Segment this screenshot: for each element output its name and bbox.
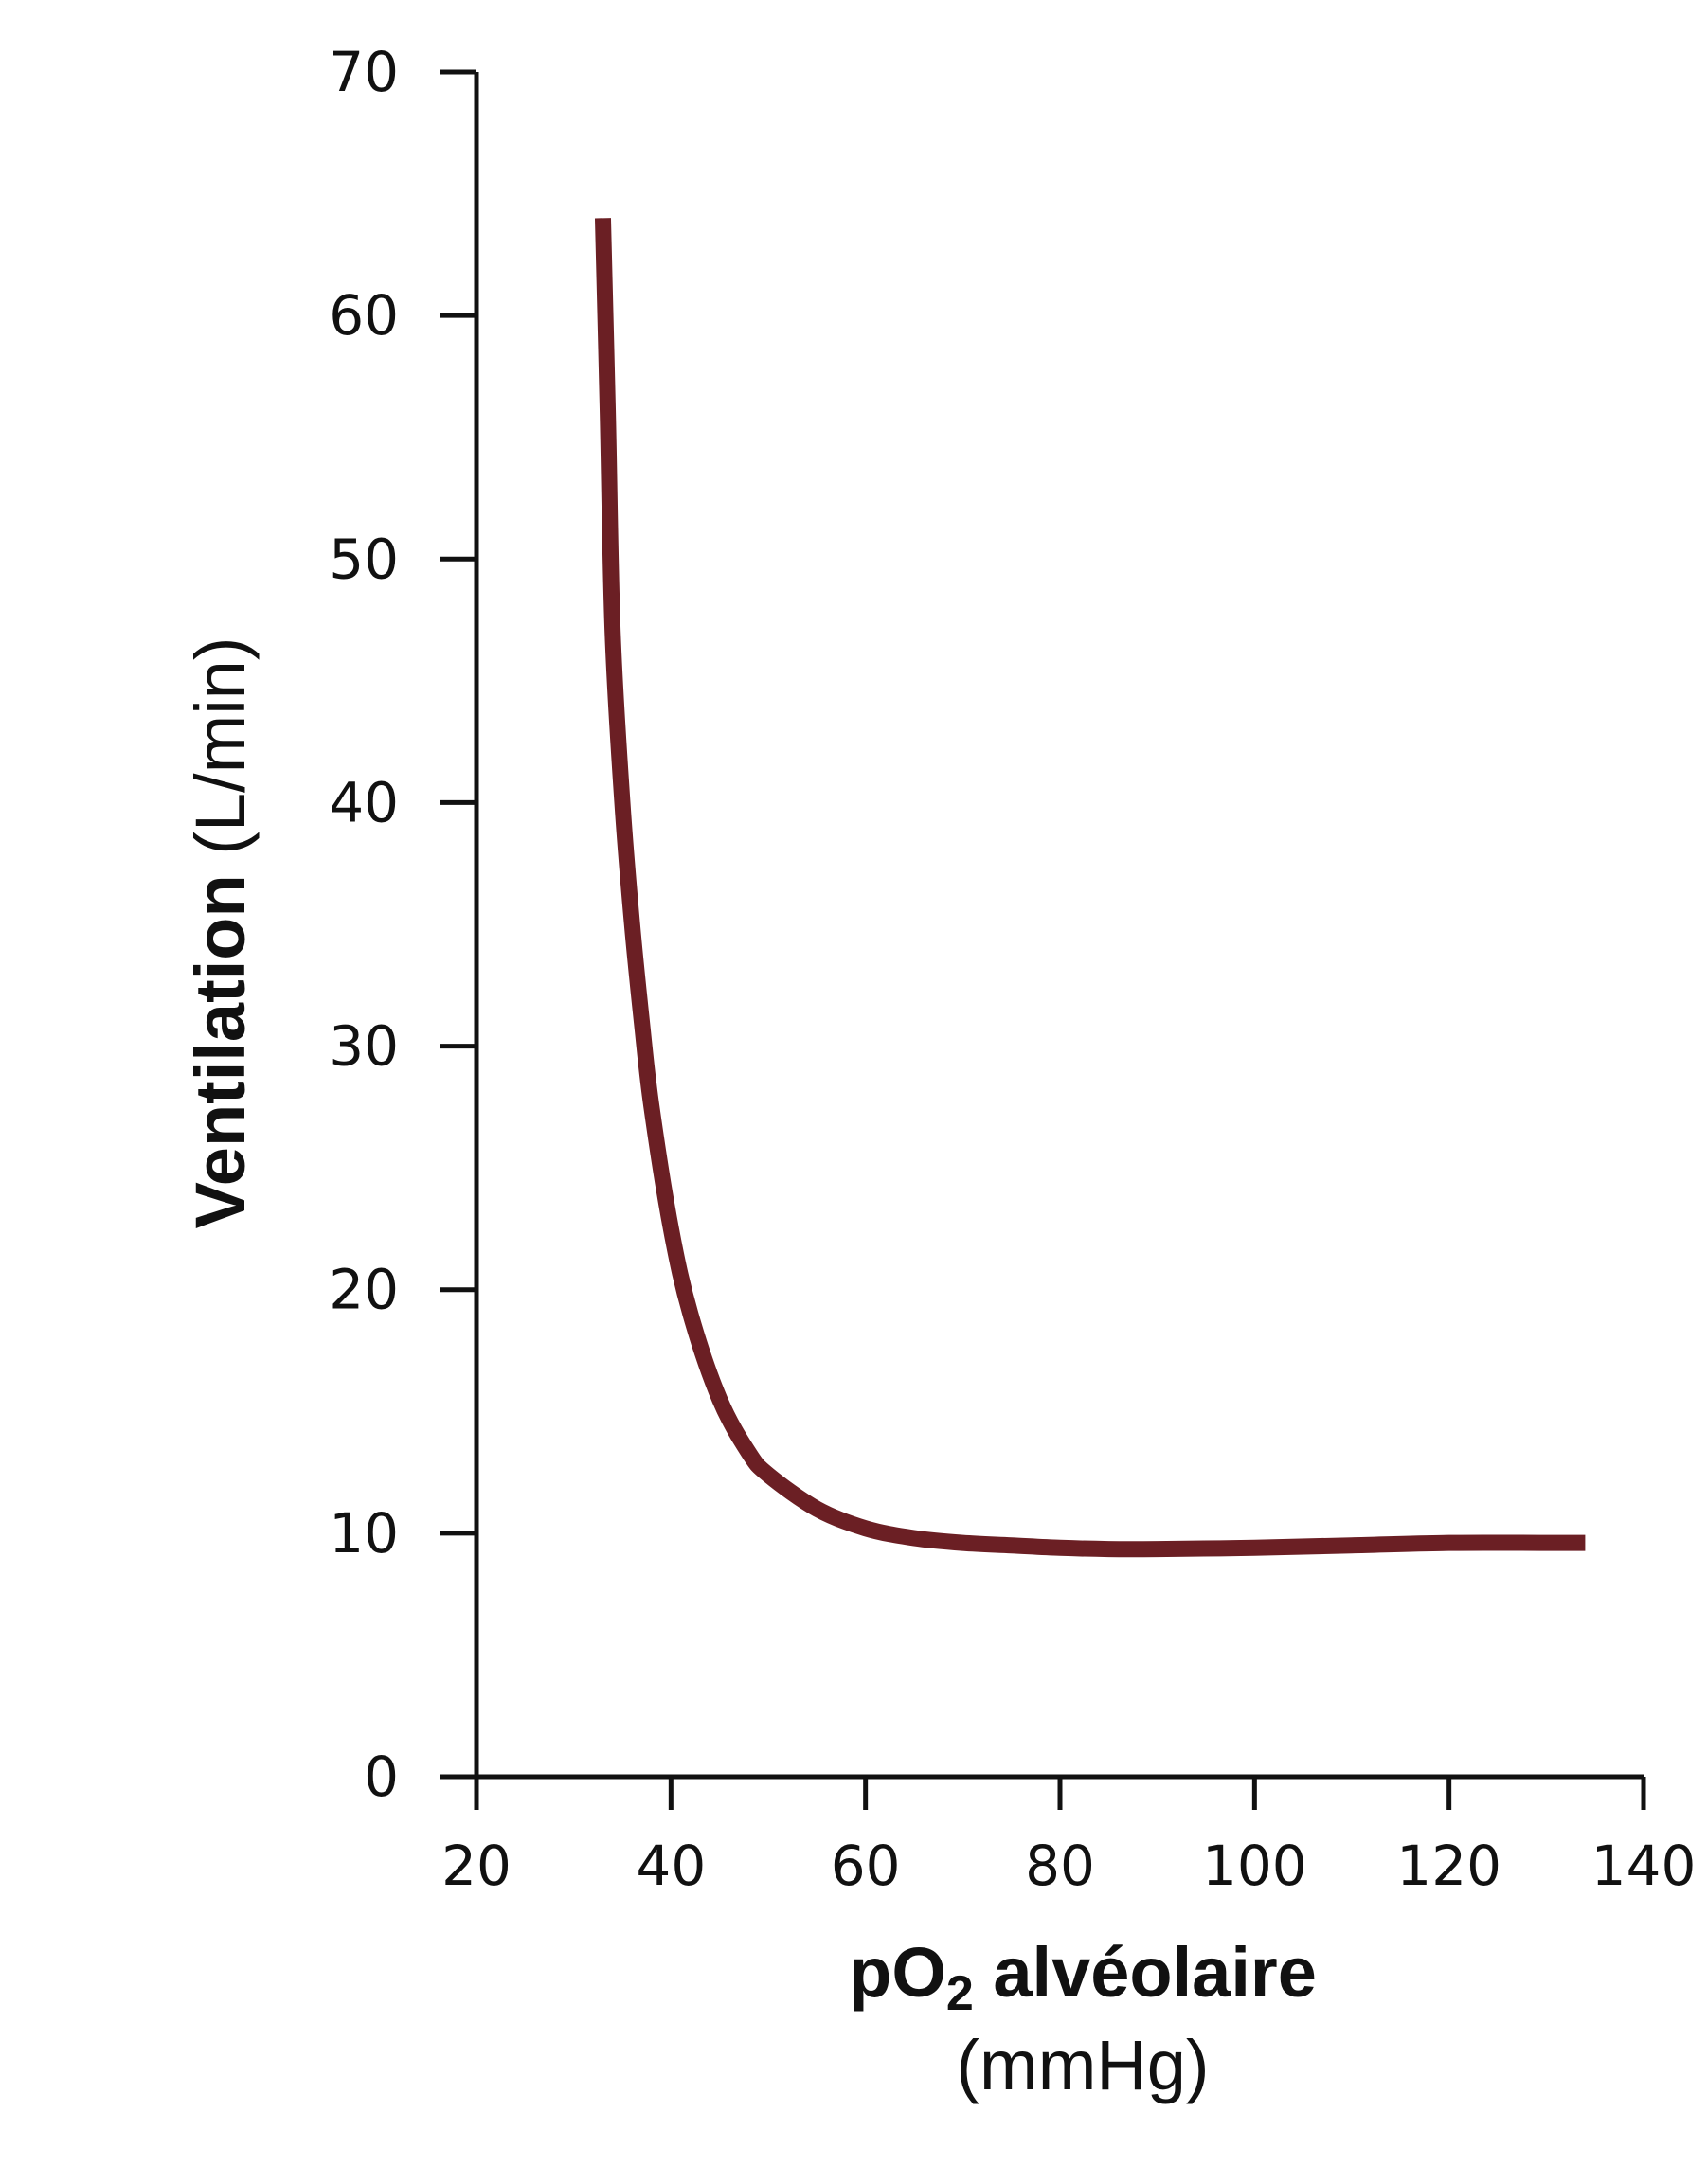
axes — [443, 72, 1644, 1810]
y-tick-label: 40 — [329, 770, 399, 834]
y-tick-label: 30 — [329, 1014, 399, 1079]
x-tick-label: 140 — [1591, 1834, 1697, 1898]
y-tick-label: 20 — [329, 1258, 399, 1322]
x-tick-label: 20 — [441, 1834, 512, 1898]
y-tick-label: 50 — [329, 527, 399, 591]
ventilation-curve — [594, 218, 1586, 1558]
x-tick-label: 60 — [831, 1834, 901, 1898]
x-tick-label: 40 — [636, 1834, 706, 1898]
x-axis-title-main: pO — [849, 1933, 946, 2012]
y-tick-label: 60 — [329, 283, 399, 348]
y-ticks: 0 10 20 30 40 50 60 70 — [329, 40, 476, 1809]
y-tick-label: 10 — [329, 1501, 399, 1566]
x-tick-label: 80 — [1025, 1834, 1095, 1898]
series-layer — [594, 218, 1586, 1558]
x-tick-label: 120 — [1396, 1834, 1501, 1898]
x-axis-title-rest: alvéolaire — [974, 1933, 1317, 2012]
y-tick-label: 70 — [329, 40, 399, 104]
y-tick-label: 0 — [364, 1745, 399, 1809]
x-tick-label: 100 — [1202, 1834, 1307, 1898]
x-axis-title-subscript: 2 — [946, 1966, 974, 2021]
y-axis-title-unit: (L/min) — [181, 637, 260, 875]
x-axis-title: pO2 alvéolaire — [849, 1933, 1317, 2021]
x-axis-unit: (mmHg) — [956, 2026, 1209, 2104]
y-axis-title: Ventilation (L/min) — [181, 637, 260, 1229]
x-ticks: 20 40 60 80 100 120 140 — [441, 1777, 1696, 1898]
y-axis-title-main: Ventilation — [181, 874, 260, 1228]
